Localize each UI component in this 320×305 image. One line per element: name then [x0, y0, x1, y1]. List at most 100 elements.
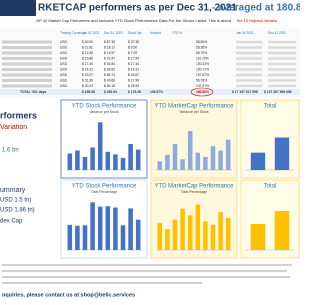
cell: 100.23%	[196, 62, 209, 66]
bar	[105, 206, 111, 250]
chart-title: Total	[264, 104, 277, 110]
text-blur	[2, 270, 287, 272]
cell: $ 65.74	[104, 73, 115, 77]
column-header: Jan 04 2021	[236, 31, 254, 35]
bar	[203, 157, 208, 170]
cell: 100.71%	[196, 67, 209, 71]
cell: USD	[60, 73, 68, 77]
footer-blur	[2, 264, 292, 284]
bar	[172, 219, 178, 250]
bar	[67, 153, 73, 170]
cell: $ 7.09	[128, 51, 137, 55]
cell: 56.79%	[196, 51, 207, 55]
cell: $ 29.93	[128, 84, 139, 88]
cell: $ 11.62	[82, 45, 93, 49]
dashboard: RKETCAP performers as per Dec 31, 2021 -…	[0, 0, 319, 298]
cell: $ 17.44	[128, 62, 139, 66]
bar	[135, 219, 141, 250]
side-panel	[0, 98, 60, 258]
bar	[180, 159, 185, 170]
title: RKETCAP performers as per Dec 31, 2021	[38, 3, 237, 14]
total-cell: $ 195.58	[82, 90, 95, 94]
chart-subtitle: Total Percentage	[181, 190, 207, 194]
mcap-blur	[236, 40, 262, 44]
cell: 55.95%	[196, 45, 207, 49]
bar	[218, 211, 223, 250]
chart-panel	[240, 179, 300, 259]
cell: $ 6.50	[128, 45, 137, 49]
bar	[97, 206, 103, 250]
chart-panel	[240, 99, 300, 179]
cell: $ 87.38	[104, 40, 115, 44]
mcap-blur	[268, 84, 296, 88]
cell: USD	[60, 67, 68, 71]
chart-title: YTD MarketCap Performance	[154, 104, 234, 110]
bar	[97, 122, 103, 170]
mcap-blur	[268, 62, 296, 66]
name-blur	[2, 84, 52, 88]
cell: 110.79%	[196, 56, 209, 60]
cell: $ 14.21	[82, 67, 93, 71]
subtitle: OP 10 Market Cap Performers and Includes…	[36, 18, 232, 23]
bar	[113, 207, 118, 250]
bar	[165, 229, 170, 250]
cell: $ 31.69	[82, 78, 93, 82]
bar	[82, 225, 88, 250]
bar	[274, 137, 290, 170]
text-blur	[2, 276, 290, 278]
name-blur	[2, 51, 52, 55]
side-variation: Variation	[0, 124, 27, 131]
mcap-blur	[268, 40, 296, 44]
mcap-blur	[236, 51, 262, 55]
text-blur	[2, 264, 292, 266]
name-blur	[2, 46, 52, 49]
cell: $ 22.07	[82, 73, 93, 77]
bar	[218, 150, 223, 170]
chart-subtitle: Variance per Stock	[89, 110, 119, 114]
side-line: USD 1.86 tn)	[0, 208, 35, 214]
mcap-blur	[268, 73, 296, 77]
contact: nquiries, please contact us at shop@beli…	[2, 292, 135, 298]
column-header: Stock Var	[128, 31, 143, 35]
bar	[225, 217, 231, 250]
bar	[250, 224, 266, 250]
text-blur	[2, 282, 202, 284]
bar	[195, 204, 201, 250]
bar	[203, 221, 208, 250]
side-value: 1.6 bn	[2, 148, 19, 154]
cell: $ 37.38	[128, 40, 139, 44]
cell: USD	[60, 84, 68, 88]
bar	[187, 215, 193, 250]
bar	[172, 144, 178, 170]
mcap-blur	[236, 57, 262, 60]
bar	[120, 225, 126, 250]
cell: USD	[60, 62, 68, 66]
mcap-blur	[236, 84, 262, 88]
name-blur	[2, 62, 52, 66]
mcap-blur	[268, 51, 296, 55]
column-header: Jan 01 2021	[82, 31, 100, 35]
total-row-bg	[0, 89, 300, 95]
bar	[157, 223, 163, 250]
logo	[0, 0, 36, 16]
bar	[75, 150, 80, 170]
cell: USD	[60, 51, 68, 55]
bar	[113, 154, 118, 170]
total-cell: $ 282.94	[104, 90, 117, 94]
total-cell: $ 137 367 998 998	[264, 90, 292, 94]
cell: $ 43.67	[128, 73, 139, 77]
cell: $ 19.57	[104, 51, 115, 55]
column-header: Amount	[150, 31, 161, 35]
cell: $ 18.12	[104, 45, 115, 49]
side-line: dex Cap	[0, 219, 23, 225]
bar	[105, 151, 111, 170]
bar	[225, 139, 231, 170]
cell: $ 17.99	[128, 78, 139, 82]
mcap-blur	[236, 68, 262, 71]
column-header: Dec 31 2021	[268, 31, 286, 35]
bar	[75, 225, 80, 250]
cell: $ 20.23	[82, 84, 93, 88]
subtitle-red: the 10 Highest Variatio	[237, 18, 278, 23]
bar	[128, 208, 133, 250]
